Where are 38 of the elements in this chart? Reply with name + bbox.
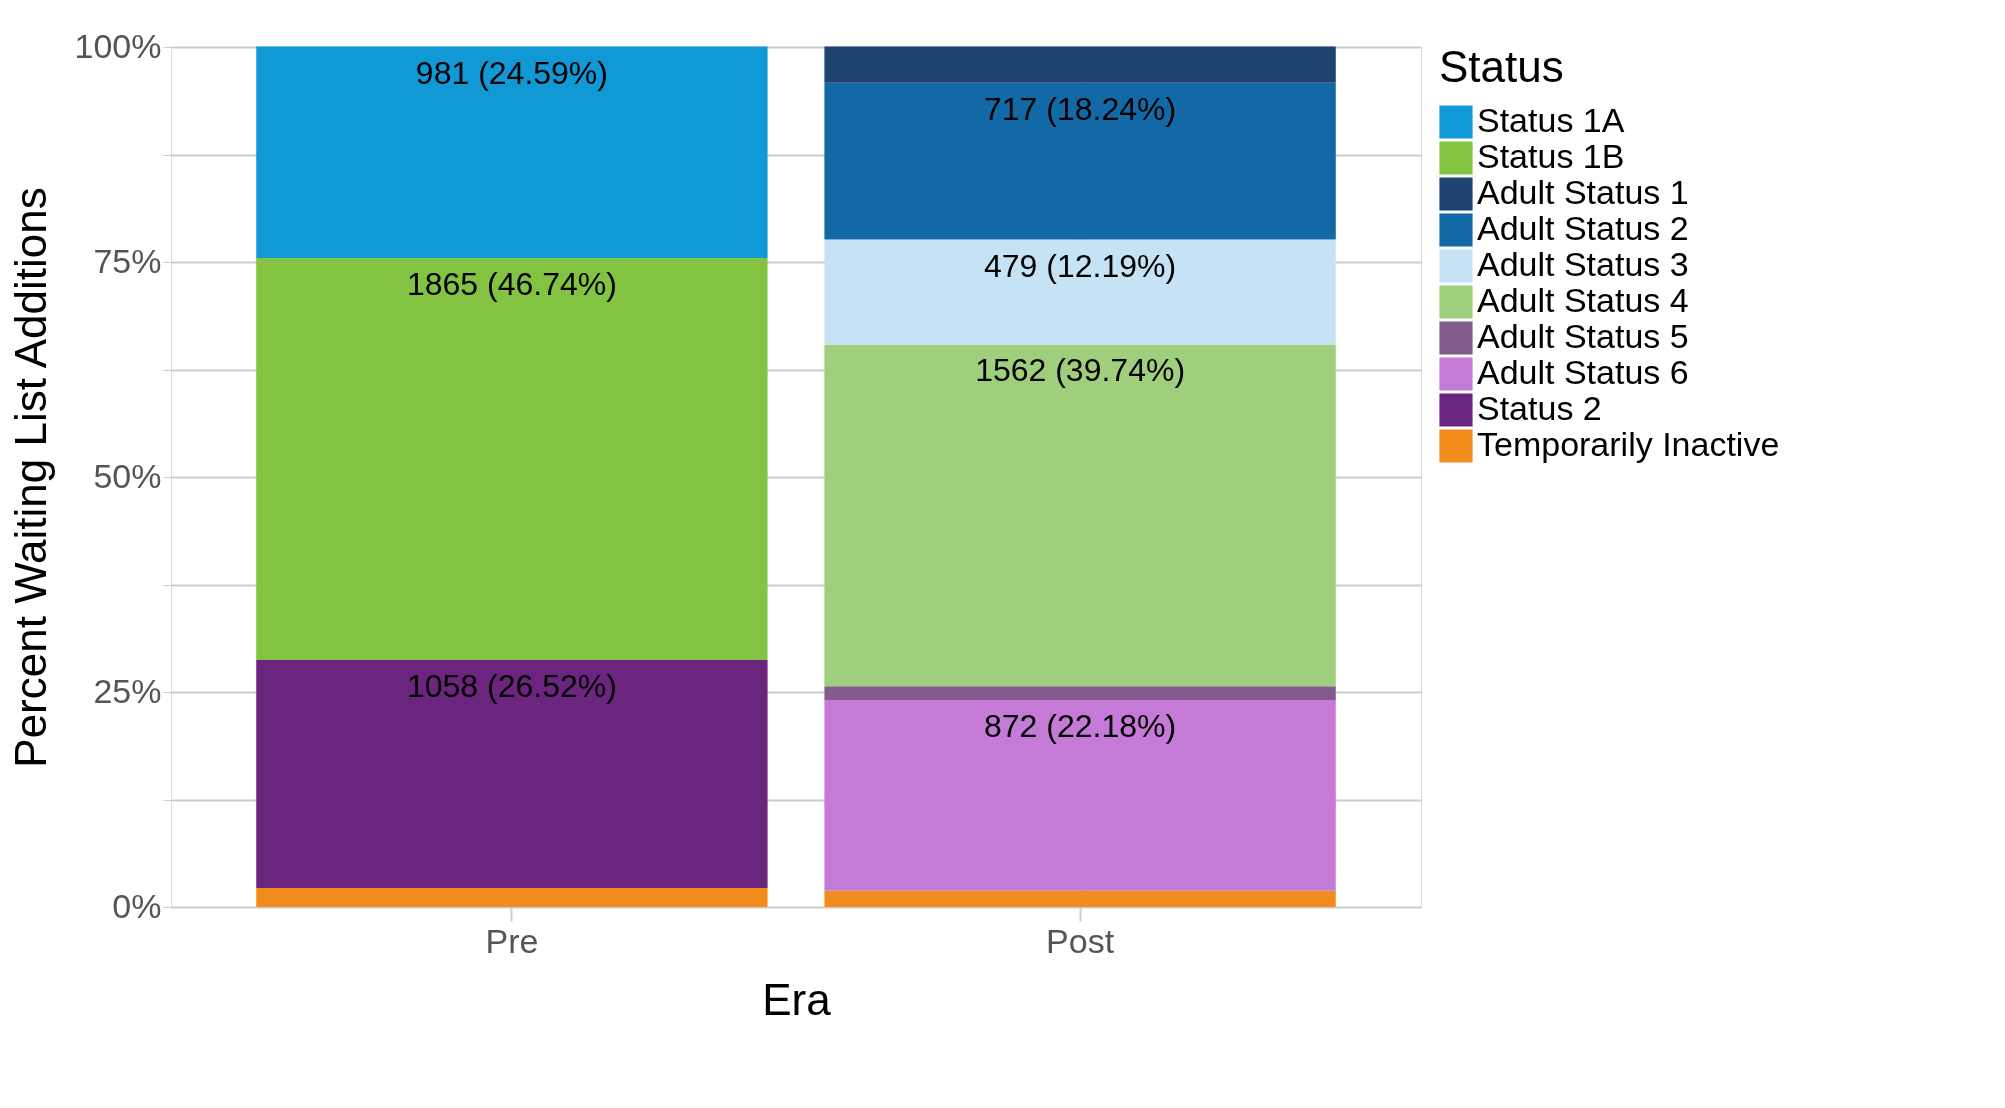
- data-label: 479 (12.19%): [984, 247, 1177, 284]
- data-label: 872 (22.18%): [984, 707, 1177, 744]
- x-tick-label: Post: [1046, 921, 1115, 960]
- y-tick-label: 0%: [112, 886, 162, 925]
- bar: [824, 239, 1336, 345]
- y-tick-label: 25%: [93, 671, 162, 710]
- bar: [824, 82, 1336, 240]
- y-axis-title: Percent Waiting List Additions: [5, 187, 55, 768]
- legend-label: Temporarily Inactive: [1477, 425, 1780, 463]
- y-tick-label: 50%: [93, 456, 162, 495]
- x-tick-label: Pre: [485, 921, 539, 960]
- y-tick-label: 75%: [93, 241, 162, 280]
- data-label: 1562 (39.74%): [975, 352, 1186, 389]
- bar: [256, 660, 768, 889]
- data-label: 1058 (26.52%): [406, 668, 617, 705]
- bar: [824, 46, 1336, 83]
- legend-label: Adult Status 5: [1477, 317, 1689, 355]
- legend-label: Status 2: [1477, 389, 1602, 427]
- legend-label: Adult Status 6: [1477, 353, 1689, 391]
- data-label: 717 (18.24%): [984, 90, 1177, 127]
- legend-title: Status: [1439, 42, 1564, 91]
- bar: [824, 686, 1336, 700]
- legend-label: Adult Status 4: [1477, 281, 1689, 319]
- legend-label: Status 1A: [1477, 101, 1625, 139]
- y-tick-label: 100%: [74, 26, 162, 65]
- data-label: 981 (24.59%): [415, 54, 608, 91]
- bar: [256, 258, 768, 661]
- bar: [824, 890, 1336, 907]
- bar: [824, 699, 1336, 891]
- legend-label: Adult Status 1: [1477, 173, 1689, 211]
- bar: [256, 46, 768, 259]
- bar: [824, 344, 1336, 687]
- bar: [256, 888, 768, 907]
- x-axis-title: Era: [762, 974, 832, 1024]
- legend-label: Adult Status 3: [1477, 245, 1689, 283]
- legend-label: Adult Status 2: [1477, 209, 1689, 247]
- data-label: 1865 (46.74%): [406, 266, 617, 303]
- legend-label: Status 1B: [1477, 137, 1625, 175]
